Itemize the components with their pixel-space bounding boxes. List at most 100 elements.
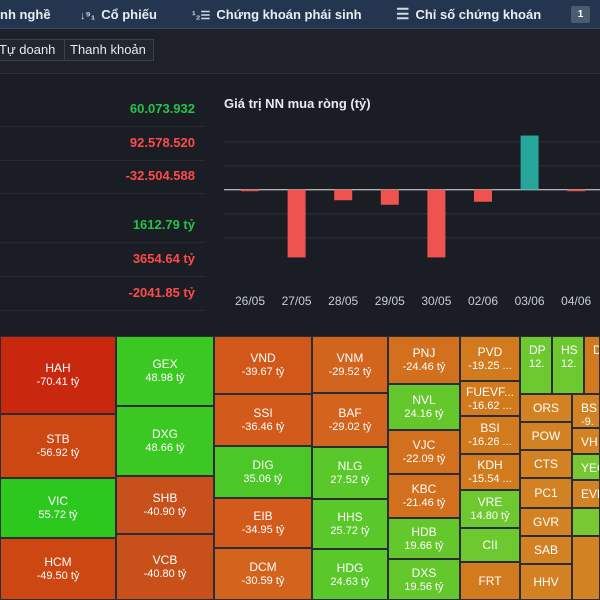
chart-bar[interactable]	[520, 135, 539, 190]
heatmap-tile[interactable]: EVF	[572, 480, 600, 508]
heatmap-tile-symbol: HAH	[45, 361, 71, 375]
chart-bar[interactable]	[287, 189, 306, 258]
chart-bar[interactable]	[380, 189, 399, 205]
heatmap-tile-value: -40.90 tỷ	[143, 506, 187, 518]
nav-item-label: Chứng khoán phái sinh	[216, 7, 362, 22]
heatmap-tile[interactable]: STB -56.92 tỷ	[0, 414, 116, 478]
heatmap-tile[interactable]: POW	[520, 422, 572, 450]
heatmap-tile[interactable]: DXG 48.66 tỷ	[116, 406, 214, 476]
nav-item-indices[interactable]: ☰ Chỉ số chứng khoán	[396, 0, 541, 29]
nav-item-label: nh nghề	[0, 7, 51, 22]
chart-x-tick-label: 27/05	[282, 294, 312, 308]
heatmap-tile[interactable]: CII	[460, 528, 520, 562]
page-badge[interactable]: 1	[571, 6, 590, 23]
heatmap-tile-value: -16.26 ...	[468, 436, 512, 448]
heatmap-tile[interactable]: PC1	[520, 478, 572, 508]
heatmap-tile[interactable]: HHS 25.72 tỷ	[312, 499, 388, 549]
heatmap-tile[interactable]: FRT	[460, 562, 520, 600]
heatmap-tile-symbol: EIB	[253, 509, 273, 523]
tab-proprietary-trading[interactable]: Tự doanh	[0, 39, 65, 61]
heatmap-tile[interactable]: DP 12.	[520, 336, 552, 394]
heatmap-tile[interactable]: DIG 35.06 tỷ	[214, 446, 312, 498]
heatmap-tile[interactable]: HHV	[520, 564, 572, 600]
stats-panel: 60.073.932 92.578.520 -32.504.588 1612.7…	[0, 93, 205, 313]
heatmap-tile[interactable]: PNJ -24.46 tỷ	[388, 336, 460, 384]
chart-bar[interactable]	[241, 189, 259, 192]
heatmap-tile[interactable]: VCB -40.80 tỷ	[116, 534, 214, 600]
heatmap-tile[interactable]	[572, 508, 600, 536]
chart-x-tick-label: 26/05	[235, 294, 265, 308]
heatmap-tile[interactable]: BS -9.	[572, 394, 600, 428]
heatmap-tile[interactable]: VRE 14.80 tỷ	[460, 490, 520, 528]
heatmap-tile[interactable]: SAB	[520, 536, 572, 564]
heatmap-tile-value: -36.46 tỷ	[241, 421, 285, 433]
stat-row: -32.504.588	[0, 160, 205, 194]
heatmap-tile[interactable]: HDG 24.63 tỷ	[312, 549, 388, 600]
heatmap-tile[interactable]: VJC -22.09 tỷ	[388, 430, 460, 474]
stat-row: 60.073.932	[0, 93, 205, 127]
heatmap-tile-symbol: SAB	[533, 543, 558, 557]
heatmap-tile-symbol: FUEVF...	[465, 384, 514, 399]
heatmap-tile-symbol: VNM	[336, 350, 364, 365]
heatmap-tile[interactable]: VND -39.67 tỷ	[214, 336, 312, 394]
heatmap-tile[interactable]: GVR	[520, 508, 572, 536]
heatmap-tile[interactable]: EIB -34.95 tỷ	[214, 498, 312, 548]
heatmap-tile[interactable]: DXS 19.56 tỷ	[388, 559, 460, 600]
stat-value: 3654.64 tỷ	[132, 251, 195, 266]
heatmap-tile[interactable]: HS 12.	[552, 336, 584, 394]
heatmap-tile[interactable]: GEX 48.98 tỷ	[116, 336, 214, 406]
chart-bar[interactable]	[334, 189, 353, 201]
heatmap-tile[interactable]: VIC 55.72 tỷ	[0, 478, 116, 538]
heatmap-tile-symbol: CTS	[534, 457, 558, 471]
heatmap-tile[interactable]: HAH -70.41 tỷ	[0, 336, 116, 414]
heatmap-tile[interactable]	[572, 536, 600, 600]
heatmap-tile-value: 12.	[529, 358, 545, 370]
heatmap-tile-value: 25.72 tỷ	[330, 525, 370, 537]
heatmap-tile[interactable]: HDB 19.66 tỷ	[388, 518, 460, 559]
heatmap-tile-value: 24.63 tỷ	[330, 575, 370, 588]
heatmap-tile[interactable]: SHB -40.90 tỷ	[116, 476, 214, 534]
heatmap-tile-symbol: PNJ	[412, 346, 436, 360]
heatmap-tile[interactable]: FUEVF... -16.62 ...	[460, 381, 520, 416]
heatmap-tile-symbol: PVD	[477, 344, 503, 359]
heatmap-tile-symbol: DIG	[252, 458, 274, 472]
heatmap-tile-symbol: PC1	[534, 486, 558, 500]
heatmap-tile-symbol: DCM	[249, 560, 277, 574]
heatmap-tile[interactable]: HCM -49.50 tỷ	[0, 538, 116, 600]
tab-liquidity[interactable]: Thanh khoản	[64, 39, 154, 61]
heatmap-tile-symbol: EVF	[581, 487, 599, 501]
heatmap-tile-symbol: HDG	[336, 560, 364, 575]
heatmap-tile-value: 48.66 tỷ	[145, 442, 185, 454]
heatmap-tile[interactable]: VH	[572, 428, 600, 454]
heatmap-tile[interactable]: NLG 27.52 tỷ	[312, 447, 388, 499]
heatmap-tile[interactable]: ORS	[520, 394, 572, 422]
heatmap-tile[interactable]: SSI -36.46 tỷ	[214, 394, 312, 446]
heatmap-tile[interactable]: YEG	[572, 454, 600, 480]
heatmap-tile[interactable]: KBC -21.46 tỷ	[388, 474, 460, 518]
heatmap-tile-value: -9.	[581, 416, 594, 428]
heatmap-tile-value: 48.98 tỷ	[145, 372, 185, 384]
nav-item-derivatives[interactable]: ¹₂☰ Chứng khoán phái sinh	[192, 0, 362, 29]
chart-bar[interactable]	[474, 189, 492, 202]
heatmap-tile[interactable]: PVD -19.25 ...	[460, 336, 520, 381]
heatmap-tile[interactable]: BSI -16.26 ...	[460, 416, 520, 454]
heatmap-tile[interactable]: VNM -29.52 tỷ	[312, 336, 388, 393]
heatmap-tile[interactable]: NVL 24.16 tỷ	[388, 384, 460, 430]
chart-bar[interactable]	[427, 189, 446, 258]
heatmap-tile-value: 27.52 tỷ	[330, 474, 370, 486]
heatmap-tile-value: 14.80 tỷ	[470, 510, 510, 522]
heatmap-tile-symbol: BSI	[480, 421, 500, 435]
heatmap-tile[interactable]: CTS	[520, 450, 572, 478]
heatmap-tile-symbol: NLG	[337, 459, 363, 473]
nav-item-industry[interactable]: nh nghề	[0, 0, 51, 29]
heatmap-tile[interactable]: BAF -29.02 tỷ	[312, 393, 388, 447]
nav-item-stocks[interactable]: ↓⁹₁ Cổ phiếu	[80, 0, 157, 29]
heatmap-tile[interactable]: D	[584, 336, 600, 394]
heatmap-tile[interactable]: KDH -15.54 ...	[460, 454, 520, 490]
heatmap-tile[interactable]: DCM -30.59 tỷ	[214, 548, 312, 600]
heatmap-tile-value: -34.95 tỷ	[241, 524, 285, 536]
heatmap-tile-value: 35.06 tỷ	[243, 473, 283, 485]
heatmap-tile-value: -70.41 tỷ	[36, 376, 80, 388]
sort-numeric-icon: ↓⁹₁	[80, 10, 96, 22]
chart-bar[interactable]	[567, 189, 586, 192]
